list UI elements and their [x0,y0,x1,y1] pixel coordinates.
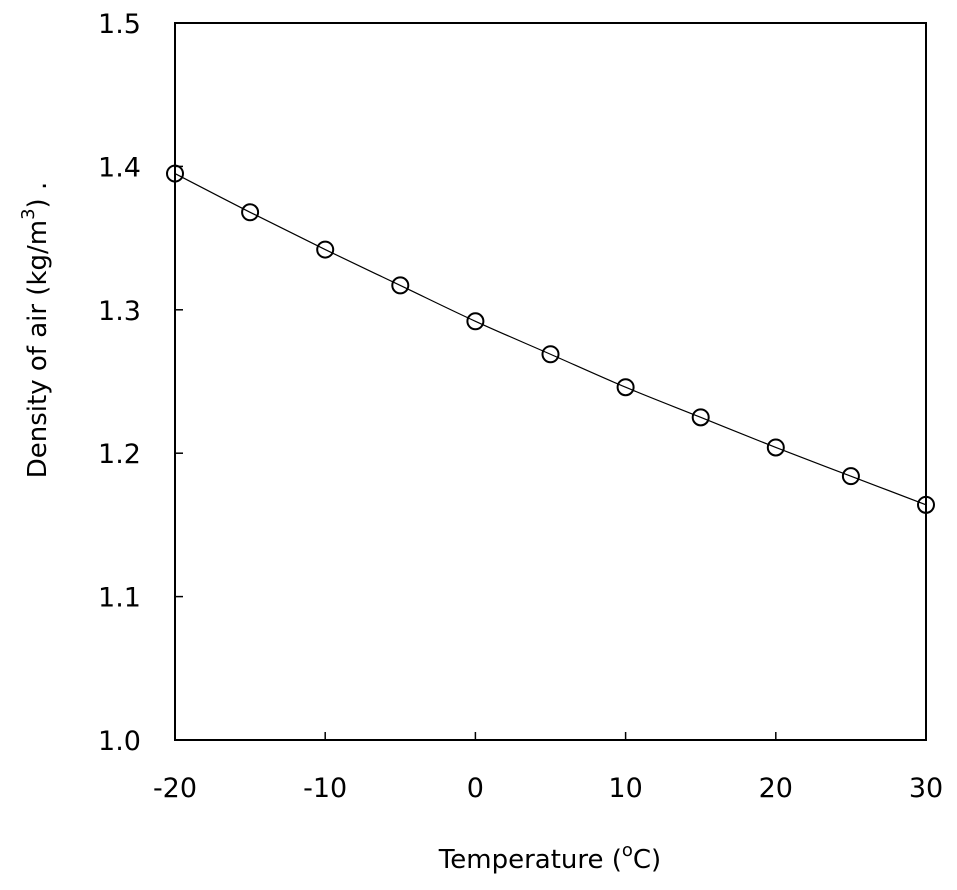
x-tick-label: 20 [759,773,793,804]
y-tick-label: 1.2 [98,439,141,470]
data-points [166,164,935,514]
y-ticks: 1.0 1.1 1.2 1.3 1.4 1.5 [98,9,183,757]
data-point [766,438,785,457]
x-ticks: -20 -10 0 10 20 30 [153,732,943,804]
y-tick-label: 1.1 [98,583,141,614]
data-point [616,378,635,397]
data-point [391,276,410,295]
data-point [466,312,485,331]
plot-frame [174,22,927,741]
data-point [541,345,560,364]
x-tick-label: 0 [467,773,484,804]
x-tick-label: 10 [608,773,642,804]
data-point [166,164,184,183]
x-axis-title: Temperature (oC) [438,840,661,875]
y-axis-title: Density of air (kg/m3) . [18,182,53,478]
data-point [841,467,860,486]
y-tick-label: 1.4 [98,152,141,183]
data-point [241,203,260,222]
x-tick-label: 30 [909,773,943,804]
data-point [691,408,710,427]
y-tick-label: 1.5 [98,9,141,40]
x-tick-label: -20 [153,773,197,804]
fit-curve [174,173,927,506]
y-tick-label: 1.0 [98,726,141,757]
x-tick-label: -10 [303,773,347,804]
data-point [316,240,335,259]
data-point [917,495,935,514]
y-tick-label: 1.3 [98,296,141,327]
